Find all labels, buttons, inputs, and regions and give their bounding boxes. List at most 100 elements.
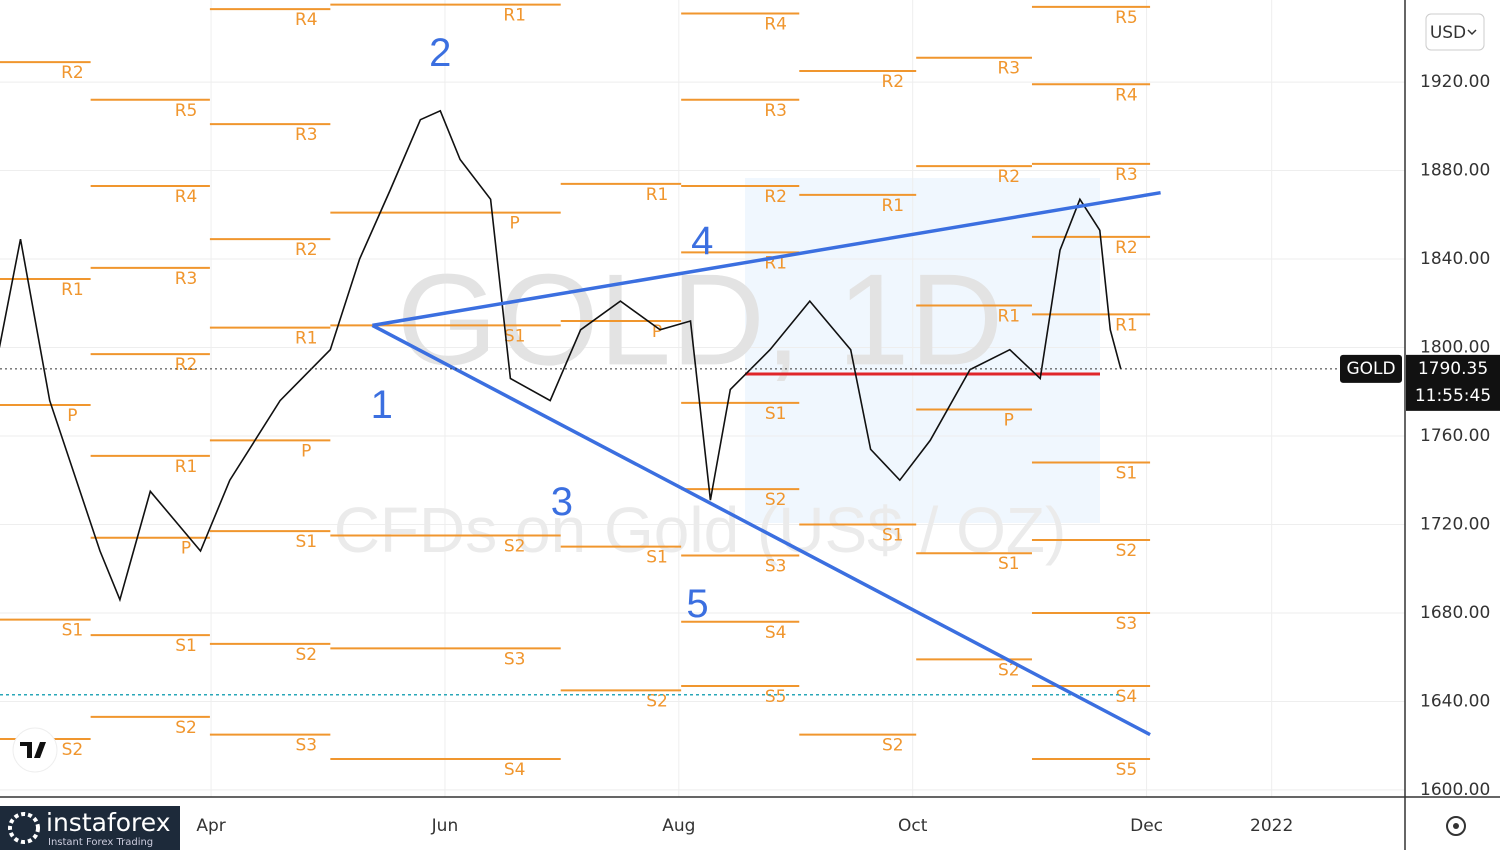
plot: R2 R1 P S1 S2 R5 R4 R3 R2 R1 P S1 S2 R4 R3 R2 R1 P S1 S2 S3 R…	[0, 3, 1405, 780]
pivot-label: R5	[175, 101, 198, 121]
symbol-badge	[1340, 354, 1402, 383]
pivot-label: R5	[1115, 8, 1138, 28]
pivot-label: R1	[997, 306, 1020, 326]
trendline	[371, 323, 1151, 737]
y-tick-label: 1920.00	[1420, 72, 1490, 92]
pivot-label: S4	[504, 760, 526, 780]
x-tick-label: 2022	[1250, 816, 1293, 836]
pivot-label: R1	[646, 185, 669, 205]
x-tick-label: Oct	[898, 816, 928, 836]
y-tick-label: 1680.00	[1420, 603, 1490, 623]
pivot-label: R3	[764, 101, 787, 121]
pivot-label: R2	[881, 72, 904, 92]
pivot-label: S2	[998, 660, 1020, 680]
wave-label: 3	[551, 480, 573, 524]
watermark: GOLD, 1D	[397, 246, 1004, 392]
pivot-label: S2	[646, 691, 668, 711]
pivot-label: R1	[503, 6, 526, 26]
countdown-label: 11:55:45	[1415, 386, 1491, 406]
pivot-label: S5	[765, 687, 787, 707]
pivot-label: S3	[1116, 614, 1138, 634]
pivot-label: S1	[646, 548, 668, 568]
settings-icon[interactable]	[1446, 816, 1466, 836]
y-tick-label: 1600.00	[1420, 780, 1490, 800]
pivot-label: S3	[295, 736, 317, 756]
pivot-label: R3	[1115, 165, 1138, 185]
y-tick-label: 1840.00	[1420, 249, 1490, 269]
pivot-label: S1	[62, 621, 84, 641]
axes: 1600.00 1640.00 1680.00 1720.00 1760.00 1800.…	[196, 72, 1500, 836]
pivot-label: S4	[765, 623, 787, 643]
brand-name: instaforex	[46, 808, 171, 837]
pivot-label: S2	[882, 736, 904, 756]
pivot-label: R1	[881, 196, 904, 216]
trendline	[372, 190, 1161, 328]
pivot-label: S4	[1116, 687, 1138, 707]
pivot-label: R2	[61, 63, 84, 83]
dropdown-arrow	[1467, 29, 1477, 36]
y-tick-label: 1880.00	[1420, 161, 1490, 181]
pivot-label: P	[301, 441, 311, 461]
y-tick-label: 1800.00	[1420, 338, 1490, 358]
pivot-label: P	[652, 322, 662, 342]
pivot-label: R3	[175, 269, 198, 289]
pivot-label: P	[510, 214, 520, 234]
pivot-label: R2	[1115, 238, 1138, 258]
price-line	[0, 109, 1122, 603]
brand-tagline: Instant Forex Trading	[48, 837, 153, 848]
symbol-badge-label: GOLD	[1346, 359, 1395, 379]
pivot-label: R4	[175, 187, 198, 207]
pivot-label: S2	[62, 740, 84, 760]
pivot-label: S3	[765, 556, 787, 576]
pivot-label: P	[67, 406, 77, 426]
wave-label: 2	[429, 31, 451, 75]
x-tick-label: Dec	[1130, 816, 1163, 836]
x-tick-label: Apr	[196, 816, 225, 836]
price-badge-label: 1790.35	[1418, 359, 1488, 379]
pivot-label: S2	[1116, 541, 1138, 561]
pivot-label: R2	[997, 167, 1020, 187]
pivot-label: S1	[882, 525, 904, 545]
pivot-label: S2	[175, 718, 197, 738]
pivot-label: S3	[504, 649, 526, 669]
pivot-label: R2	[764, 187, 787, 207]
pivot-label: S5	[1116, 760, 1138, 780]
grid	[0, 0, 1405, 797]
pivot-label: R2	[175, 355, 198, 375]
pivot-label: R4	[764, 14, 787, 34]
pivot-label: R3	[997, 59, 1020, 79]
y-tick-label: 1640.00	[1420, 691, 1490, 711]
price-badge	[1406, 354, 1500, 411]
pivot-label: S1	[295, 532, 317, 552]
pivot-label: R2	[295, 240, 318, 260]
pivot-label: S1	[998, 554, 1020, 574]
x-tick-label: Jun	[431, 816, 459, 836]
wave-label: 4	[691, 219, 713, 263]
volume-profile-zone	[745, 178, 1100, 523]
brand-logo	[8, 812, 40, 844]
y-tick-label: 1720.00	[1420, 514, 1490, 534]
pivot-label: R1	[61, 280, 84, 300]
x-tick-label: Aug	[662, 816, 695, 836]
pivot-label: S1	[1116, 464, 1138, 484]
pivot-label: S2	[295, 645, 317, 665]
pivot-label: S2	[765, 490, 787, 510]
currency-select[interactable]	[1425, 13, 1485, 51]
pivot-label: P	[181, 539, 191, 559]
pivot-label: R4	[295, 10, 318, 30]
tv-logo	[12, 727, 58, 773]
pivot-label: S1	[175, 636, 197, 656]
pivot-label: R1	[1115, 315, 1138, 335]
pivot-label: R4	[1115, 85, 1138, 105]
pivot-label: S1	[765, 404, 787, 424]
pivot-label: R3	[295, 125, 318, 145]
y-tick-label: 1760.00	[1420, 426, 1490, 446]
pivot-label: R1	[175, 457, 198, 477]
pivot-label: P	[1004, 410, 1014, 430]
wave-label: 5	[686, 582, 708, 626]
currency-label: USD	[1430, 23, 1466, 43]
pivot-label: S1	[504, 326, 526, 346]
pivot-label: R1	[295, 329, 318, 349]
